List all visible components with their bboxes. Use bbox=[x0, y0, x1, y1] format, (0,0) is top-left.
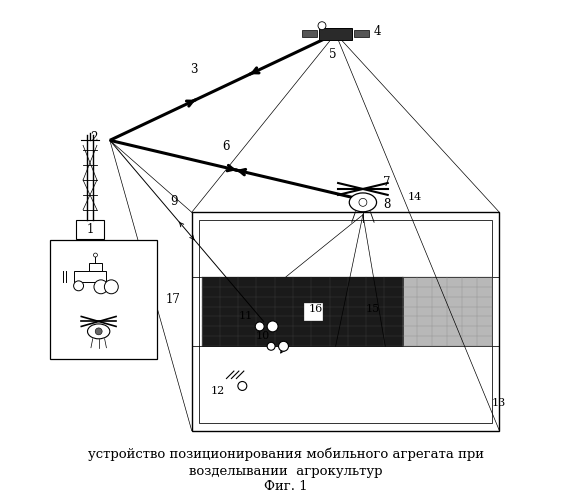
Ellipse shape bbox=[267, 321, 278, 332]
Circle shape bbox=[94, 280, 108, 294]
Text: 11: 11 bbox=[239, 311, 253, 321]
Text: 5: 5 bbox=[329, 48, 337, 61]
FancyBboxPatch shape bbox=[76, 220, 104, 239]
FancyBboxPatch shape bbox=[302, 30, 317, 37]
Text: 9: 9 bbox=[170, 195, 178, 208]
Text: 3: 3 bbox=[190, 63, 198, 76]
Circle shape bbox=[318, 22, 326, 29]
Ellipse shape bbox=[88, 324, 110, 339]
FancyBboxPatch shape bbox=[74, 271, 106, 282]
FancyBboxPatch shape bbox=[354, 30, 369, 37]
Text: 10: 10 bbox=[255, 331, 269, 341]
Circle shape bbox=[104, 280, 118, 294]
Text: 4: 4 bbox=[374, 24, 382, 37]
Ellipse shape bbox=[255, 322, 264, 331]
Polygon shape bbox=[202, 277, 403, 346]
Ellipse shape bbox=[349, 193, 376, 212]
Text: 16: 16 bbox=[309, 303, 323, 313]
Text: 2: 2 bbox=[90, 131, 97, 144]
Ellipse shape bbox=[279, 341, 288, 351]
Text: 6: 6 bbox=[223, 140, 230, 153]
Text: 13: 13 bbox=[492, 398, 506, 408]
Text: 17: 17 bbox=[166, 292, 181, 305]
Text: 12: 12 bbox=[210, 386, 224, 396]
Circle shape bbox=[359, 199, 367, 206]
FancyBboxPatch shape bbox=[50, 240, 157, 359]
Circle shape bbox=[74, 281, 84, 291]
Text: 14: 14 bbox=[408, 192, 422, 202]
Circle shape bbox=[93, 253, 97, 257]
Text: 8: 8 bbox=[383, 198, 390, 212]
Polygon shape bbox=[304, 302, 322, 320]
Text: Фиг. 1: Фиг. 1 bbox=[264, 480, 308, 493]
Polygon shape bbox=[403, 277, 492, 346]
Text: 1: 1 bbox=[86, 223, 94, 236]
FancyBboxPatch shape bbox=[319, 27, 352, 39]
Ellipse shape bbox=[267, 342, 275, 350]
Ellipse shape bbox=[238, 382, 247, 390]
Text: возделывании  агрокультур: возделывании агрокультур bbox=[189, 465, 383, 479]
Circle shape bbox=[95, 328, 102, 335]
Text: 7: 7 bbox=[383, 176, 390, 189]
FancyBboxPatch shape bbox=[89, 262, 102, 271]
Text: устройство позиционирования мобильного агрегата при: устройство позиционирования мобильного а… bbox=[88, 447, 484, 461]
Text: 15: 15 bbox=[366, 303, 380, 313]
